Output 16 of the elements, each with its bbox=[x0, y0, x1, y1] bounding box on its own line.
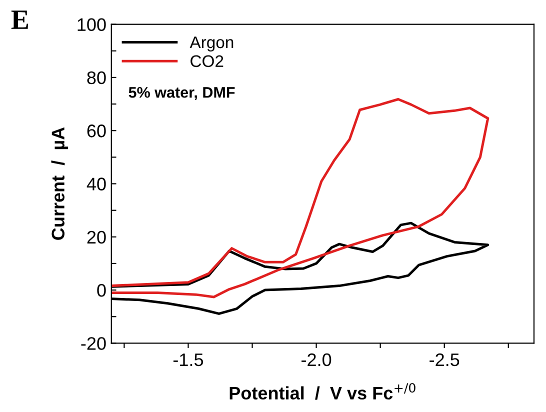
y-tick-label: 40 bbox=[86, 178, 106, 190]
y-axis-title: Current / µA bbox=[51, 127, 68, 240]
x-tick-label: -1.5 bbox=[173, 354, 204, 366]
legend-label: Argon bbox=[190, 36, 234, 52]
annotation: 5% water, DMF bbox=[128, 87, 235, 100]
y-tick-label: -20 bbox=[81, 337, 106, 350]
x-axis-title: Potential / V vs Fc$^{+/0}$ bbox=[230, 383, 416, 400]
y-tick-label: 100 bbox=[78, 18, 106, 32]
y-tick-label: 20 bbox=[87, 230, 106, 244]
legend-label: CO2 bbox=[190, 55, 224, 68]
text: E bbox=[11, 10, 28, 29]
x-tick-label: -2.0 bbox=[302, 353, 332, 366]
x-tick-label: -2.5 bbox=[430, 353, 460, 366]
y-tick-label: 60 bbox=[87, 124, 106, 138]
y-tick-label: 80 bbox=[87, 71, 106, 84]
y-tick-label: 0 bbox=[97, 284, 106, 297]
